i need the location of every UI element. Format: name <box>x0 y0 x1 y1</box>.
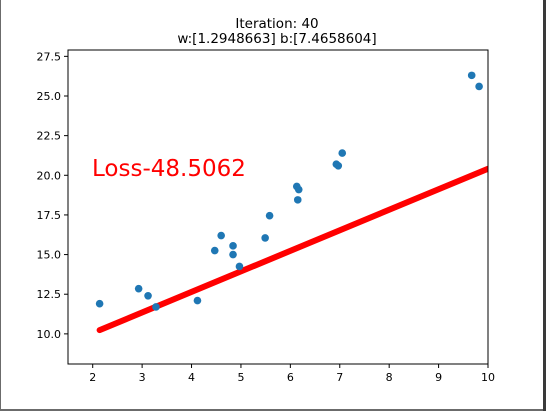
data-point <box>134 284 143 293</box>
data-point <box>235 262 244 271</box>
y-tick-label: 27.5 <box>37 50 62 63</box>
chart-title-params: w:[1.2948663] b:[7.4658604] <box>177 31 376 47</box>
fit-line <box>96 165 488 334</box>
y-tick-label: 22.5 <box>37 130 62 143</box>
fit-line-layer <box>96 165 488 334</box>
data-point <box>334 161 343 170</box>
data-point <box>152 303 160 311</box>
x-tick-label: 6 <box>287 371 294 384</box>
x-tick-label: 8 <box>386 371 393 384</box>
x-tick-label: 3 <box>139 371 146 384</box>
data-point <box>95 299 104 308</box>
data-point <box>210 246 219 255</box>
data-point <box>338 149 347 157</box>
data-point <box>467 71 476 80</box>
y-tick-label: 15.0 <box>37 249 62 262</box>
window-frame-bottom <box>0 409 546 411</box>
data-point <box>475 82 483 91</box>
data-point <box>144 292 152 300</box>
x-tick-label: 2 <box>89 371 96 384</box>
window-frame-left <box>0 0 1 411</box>
y-tick-label: 25.0 <box>37 90 62 103</box>
data-point <box>293 196 302 204</box>
x-tick-label: 7 <box>336 371 343 384</box>
chart-title-iteration: Iteration: 40 <box>235 16 318 32</box>
y-tick-label: 12.5 <box>37 288 62 301</box>
y-tick-label: 20.0 <box>37 169 62 182</box>
points-layer <box>95 71 483 311</box>
window-frame-right <box>543 0 546 411</box>
data-point <box>229 242 237 250</box>
data-point <box>229 250 237 259</box>
data-point <box>294 185 303 194</box>
y-tick-label: 10.0 <box>37 328 62 341</box>
axes-layer: 2 3 4 5 6 7 8 9 10 10.0 12.5 15.0 17.5 20.0 22.5 25.0 27… <box>37 49 495 384</box>
data-point <box>217 231 225 240</box>
data-point <box>265 211 274 220</box>
x-tick-label: 10 <box>481 371 495 384</box>
axes-frame <box>67 49 489 365</box>
data-point <box>261 234 269 242</box>
data-point <box>193 296 202 305</box>
x-tick-label: 4 <box>188 371 195 384</box>
x-tick-label: 9 <box>435 371 442 384</box>
y-tick-label: 17.5 <box>37 209 62 222</box>
loss-annotation: Loss-48.5062 <box>92 156 246 182</box>
x-tick-label: 5 <box>237 371 244 384</box>
